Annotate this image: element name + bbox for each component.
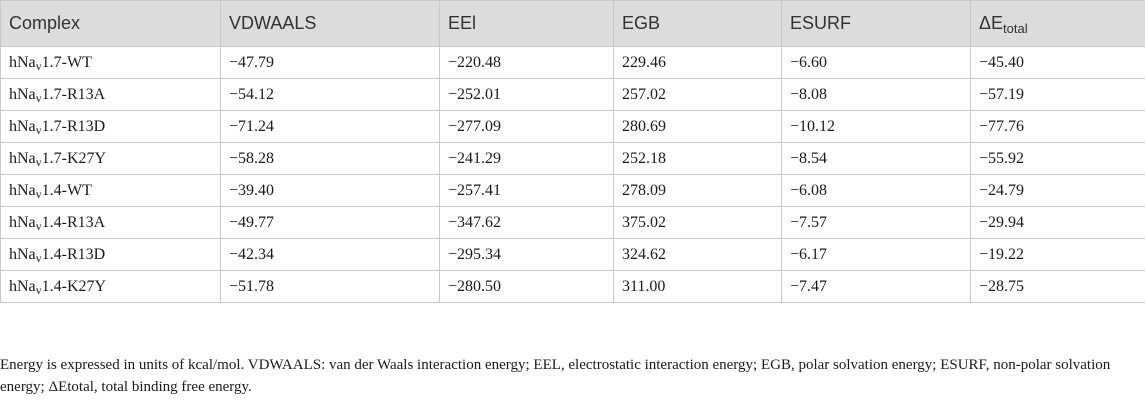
complex-prefix: hNa (9, 277, 36, 295)
complex-suffix: 1.7-R13A (41, 85, 106, 103)
complex-subscript: v (35, 154, 42, 169)
cell-total: −28.75 (970, 270, 1145, 303)
cell-complex: hNav1.7-R13A (0, 78, 221, 111)
cell-complex: hNav1.7-WT (0, 46, 221, 79)
header-total-subscript: total (1003, 21, 1028, 36)
cell-vdwaals: −39.40 (220, 174, 440, 207)
cell-eel: −241.29 (439, 142, 614, 175)
complex-prefix: hNa (9, 213, 36, 231)
cell-total: −19.22 (970, 238, 1145, 271)
cell-vdwaals: −42.34 (220, 238, 440, 271)
complex-suffix: 1.7-R13D (41, 117, 106, 135)
cell-egb: 375.02 (613, 206, 782, 239)
cell-vdwaals: −51.78 (220, 270, 440, 303)
cell-vdwaals: −54.12 (220, 78, 440, 111)
cell-complex: hNav1.4-R13D (0, 238, 221, 271)
complex-subscript: v (35, 186, 42, 201)
cell-eel: −257.41 (439, 174, 614, 207)
complex-prefix: hNa (9, 181, 36, 199)
cell-esurf: −8.54 (781, 142, 971, 175)
cell-eel: −347.62 (439, 206, 614, 239)
header-vdwaals: VDWAALS (220, 0, 440, 47)
cell-complex: hNav1.7-R13D (0, 110, 221, 143)
cell-eel: −277.09 (439, 110, 614, 143)
cell-total: −55.92 (970, 142, 1145, 175)
complex-subscript: v (35, 282, 42, 297)
cell-egb: 229.46 (613, 46, 782, 79)
complex-suffix: 1.7-WT (41, 53, 92, 71)
table-row: hNav1.7-WT −47.79 −220.48 229.46 −6.60 −45.40 (0, 46, 1145, 79)
complex-prefix: hNa (9, 149, 36, 167)
header-complex: Complex (0, 0, 221, 47)
cell-vdwaals: −58.28 (220, 142, 440, 175)
header-total: ΔEtotal (970, 0, 1145, 47)
cell-total: −24.79 (970, 174, 1145, 207)
cell-complex: hNav1.4-K27Y (0, 270, 221, 303)
cell-esurf: −6.17 (781, 238, 971, 271)
cell-total: −57.19 (970, 78, 1145, 111)
complex-subscript: v (35, 122, 42, 137)
cell-eel: −252.01 (439, 78, 614, 111)
complex-suffix: 1.4-K27Y (41, 277, 107, 295)
cell-eel: −280.50 (439, 270, 614, 303)
complex-prefix: hNa (9, 245, 36, 263)
complex-suffix: 1.4-R13D (41, 245, 106, 263)
complex-suffix: 1.4-WT (41, 181, 92, 199)
cell-egb: 280.69 (613, 110, 782, 143)
table-row: hNav1.4-R13D −42.34 −295.34 324.62 −6.17 −19.… (0, 238, 1145, 271)
header-total-main: ΔE (979, 13, 1004, 33)
complex-prefix: hNa (9, 53, 36, 71)
complex-suffix: 1.7-K27Y (41, 149, 107, 167)
table-row: hNav1.4-WT −39.40 −257.41 278.09 −6.08 −24.79 (0, 174, 1145, 207)
cell-egb: 324.62 (613, 238, 782, 271)
table-row: hNav1.4-R13A −49.77 −347.62 375.02 −7.57 −29.… (0, 206, 1145, 239)
cell-egb: 311.00 (613, 270, 782, 303)
cell-esurf: −7.47 (781, 270, 971, 303)
header-egb: EGB (613, 0, 782, 47)
cell-egb: 257.02 (613, 78, 782, 111)
table-row: hNav1.7-R13A −54.12 −252.01 257.02 −8.08 −57.… (0, 78, 1145, 111)
table-row: hNav1.7-R13D −71.24 −277.09 280.69 −10.12 −77… (0, 110, 1145, 143)
header-esurf: ESURF (781, 0, 971, 47)
cell-esurf: −6.60 (781, 46, 971, 79)
complex-subscript: v (35, 90, 42, 105)
cell-eel: −295.34 (439, 238, 614, 271)
complex-prefix: hNa (9, 117, 36, 135)
cell-esurf: −6.08 (781, 174, 971, 207)
complex-subscript: v (35, 58, 42, 73)
cell-egb: 278.09 (613, 174, 782, 207)
complex-suffix: 1.4-R13A (41, 213, 106, 231)
complex-prefix: hNa (9, 85, 36, 103)
energy-table: Complex VDWAALS EEl EGB ESURF ΔEtotal hN… (0, 0, 1145, 303)
cell-esurf: −8.08 (781, 78, 971, 111)
cell-vdwaals: −49.77 (220, 206, 440, 239)
cell-complex: hNav1.4-WT (0, 174, 221, 207)
cell-esurf: −7.57 (781, 206, 971, 239)
cell-complex: hNav1.4-R13A (0, 206, 221, 239)
table-row: hNav1.7-K27Y −58.28 −241.29 252.18 −8.54 −55.… (0, 142, 1145, 175)
cell-eel: −220.48 (439, 46, 614, 79)
complex-subscript: v (35, 250, 42, 265)
table-header-row: Complex VDWAALS EEl EGB ESURF ΔEtotal (0, 0, 1145, 47)
cell-vdwaals: −71.24 (220, 110, 440, 143)
complex-subscript: v (35, 218, 42, 233)
cell-complex: hNav1.7-K27Y (0, 142, 221, 175)
cell-total: −45.40 (970, 46, 1145, 79)
table-footnote: Energy is expressed in units of kcal/mol… (0, 357, 1111, 395)
cell-egb: 252.18 (613, 142, 782, 175)
cell-vdwaals: −47.79 (220, 46, 440, 79)
cell-total: −29.94 (970, 206, 1145, 239)
header-eel: EEl (439, 0, 614, 47)
table-row: hNav1.4-K27Y −51.78 −280.50 311.00 −7.47 −28.… (0, 270, 1145, 303)
cell-esurf: −10.12 (781, 110, 971, 143)
cell-total: −77.76 (970, 110, 1145, 143)
